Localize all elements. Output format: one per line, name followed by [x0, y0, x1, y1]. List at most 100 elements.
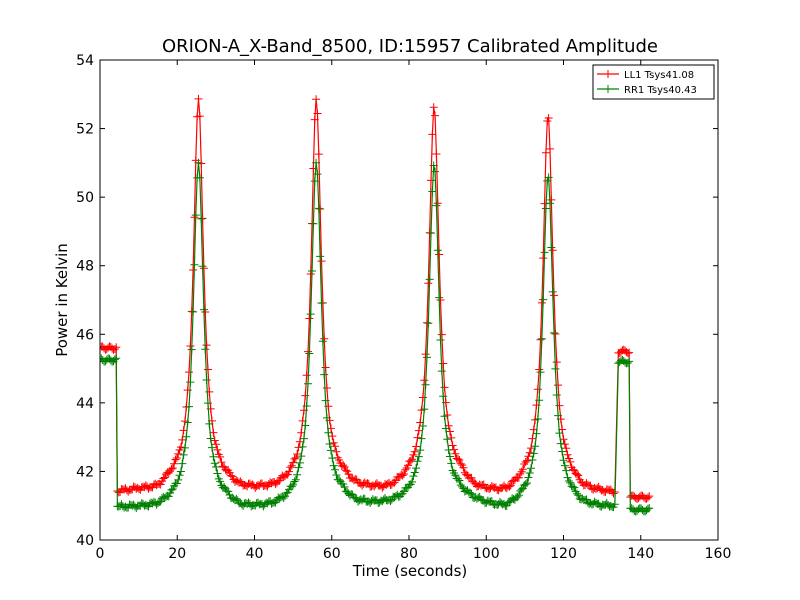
data-point [412, 464, 421, 473]
data-point [560, 461, 569, 470]
data-point [321, 396, 330, 405]
data-point [291, 453, 300, 462]
y-tick-label: 46 [76, 327, 94, 343]
data-point [559, 456, 568, 465]
data-point [543, 176, 552, 185]
x-tick-label: 100 [473, 546, 500, 562]
data-point [178, 459, 187, 468]
data-point [562, 444, 571, 453]
data-point [171, 455, 180, 464]
data-point [303, 379, 312, 388]
data-point [413, 457, 422, 466]
y-tick-label: 52 [76, 122, 94, 138]
data-point [564, 476, 573, 485]
legend-marker [604, 85, 612, 93]
data-point [521, 480, 530, 489]
x-tick-label: 80 [400, 546, 418, 562]
data-point [432, 150, 441, 159]
data-point [562, 466, 571, 475]
data-point [293, 470, 302, 479]
legend-entry: LL1 Tsys41.08 [624, 70, 694, 81]
data-point [516, 469, 525, 478]
data-point [210, 436, 219, 445]
data-point [422, 318, 431, 327]
data-point [439, 359, 448, 368]
data-point [314, 150, 323, 159]
data-point [112, 343, 121, 352]
data-point [552, 358, 561, 367]
data-point [517, 485, 526, 494]
data-point [566, 457, 575, 466]
data-point [232, 494, 241, 503]
data-point [182, 432, 191, 441]
data-point [174, 449, 183, 458]
data-point [541, 204, 550, 213]
data-point [456, 459, 465, 468]
data-point [194, 158, 203, 167]
data-point [467, 489, 476, 498]
data-point [289, 458, 298, 467]
data-point [522, 479, 531, 488]
data-point [303, 347, 312, 356]
data-point [421, 380, 430, 389]
data-point [212, 440, 221, 449]
data-point [525, 448, 534, 457]
data-point [328, 454, 337, 463]
data-point [416, 446, 425, 455]
data-point [174, 475, 183, 484]
data-point [448, 441, 457, 450]
y-tick-label: 50 [76, 190, 94, 206]
data-point [540, 248, 549, 257]
legend-entry: RR1 Tsys40.43 [624, 85, 697, 96]
data-point [186, 378, 195, 387]
data-point [422, 353, 431, 362]
data-point [170, 459, 179, 468]
data-point [202, 376, 211, 385]
data-point [305, 349, 314, 358]
data-point [326, 446, 335, 455]
data-point [544, 173, 553, 182]
data-point [444, 445, 453, 454]
data-point [428, 187, 437, 196]
data-point [316, 252, 325, 261]
x-axis-label: Time (seconds) [352, 562, 468, 580]
data-point [316, 205, 325, 214]
y-tick-label: 40 [76, 533, 94, 549]
data-point [167, 485, 176, 494]
data-point [429, 103, 438, 112]
data-point [412, 442, 421, 451]
data-point [551, 329, 560, 338]
data-point [205, 387, 214, 396]
x-tick-label: 140 [627, 546, 654, 562]
data-point [293, 450, 302, 459]
data-point [156, 497, 165, 506]
data-point [506, 481, 515, 490]
data-point [295, 458, 304, 467]
data-point [544, 114, 553, 123]
data-point [433, 246, 442, 255]
data-point [190, 213, 199, 222]
data-point [203, 399, 212, 408]
data-point [440, 383, 449, 392]
data-point [306, 310, 315, 319]
data-point [236, 477, 245, 486]
data-point [302, 401, 311, 410]
data-point [332, 447, 341, 456]
data-point [197, 214, 206, 223]
data-point [339, 461, 348, 470]
data-point [301, 391, 310, 400]
data-point [528, 434, 537, 443]
data-point [110, 355, 119, 364]
y-axis-label: Power in Kelvin [53, 243, 71, 357]
data-point [175, 471, 184, 480]
data-point [524, 473, 533, 482]
data-point [532, 429, 541, 438]
data-point [301, 421, 310, 430]
data-point [560, 440, 569, 449]
data-point [424, 279, 433, 288]
data-point [439, 392, 448, 401]
data-point [308, 266, 317, 275]
data-point [110, 345, 119, 354]
data-point [645, 504, 654, 513]
data-point [547, 243, 556, 252]
